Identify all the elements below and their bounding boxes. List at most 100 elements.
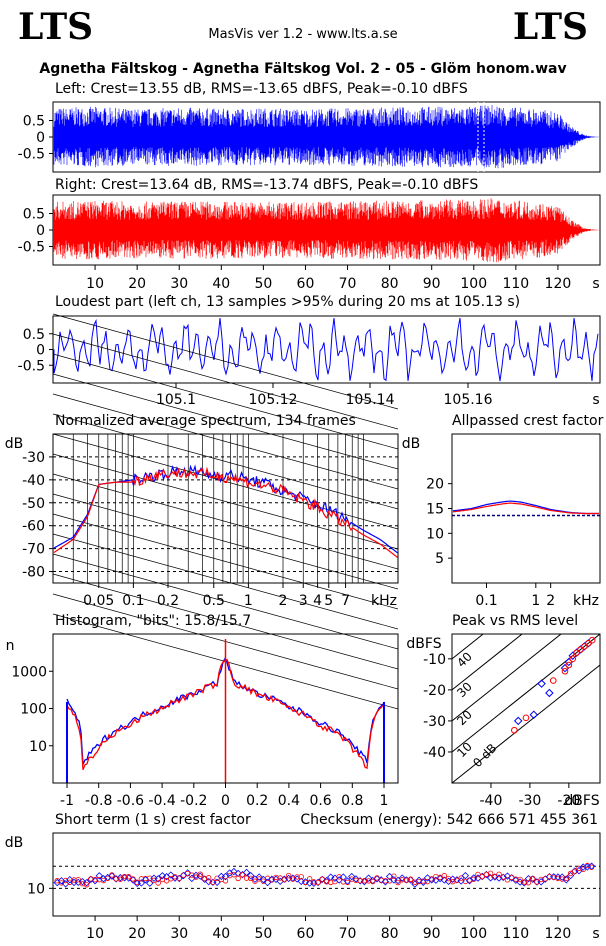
shortcrest-point-right: [239, 872, 246, 878]
spectrum-slope-line: [52, 473, 399, 570]
shortcrest-point-left: [129, 876, 137, 884]
histogram-title: Histogram, "bits": 15.8/15.7: [55, 613, 252, 629]
allpass-xlabel: 0.1: [475, 593, 497, 609]
shortcrest-point-right: [235, 875, 241, 882]
right-ylabel: 0.5: [23, 207, 45, 223]
histogram-xlabel: 0.4: [278, 793, 300, 809]
histogram-xlabel: -0.4: [148, 793, 175, 809]
shortcrest-point-right: [176, 875, 182, 881]
shortcrest-point-right: [487, 870, 494, 877]
shortcrest-point-right: [458, 875, 464, 881]
shortcrest-point-right: [83, 882, 90, 888]
left-ylabel: -0.5: [18, 147, 45, 163]
shortcrest-point-right: [567, 870, 574, 877]
shortcrest-point-left: [213, 878, 221, 886]
peakrms-xlabel: -20: [557, 793, 580, 809]
shortcrest-point-left: [562, 876, 571, 884]
spectrum-xlabel: 0.5: [203, 593, 225, 609]
time-xlabel: 80: [381, 276, 399, 292]
peakrms-point-right: [569, 655, 577, 663]
shortcrest-point-right: [210, 879, 216, 885]
allpass-title: Allpassed crest factor: [452, 413, 604, 429]
time-xlabel: 70: [339, 276, 357, 292]
left-channel-title: Left: Crest=13.55 dB, RMS=-13.65 dBFS, P…: [55, 81, 468, 97]
left-waveform: [53, 105, 600, 169]
allpass-series-left: [452, 500, 599, 515]
shortcrest-point-left: [57, 877, 66, 885]
spectrum-slope-line: [52, 533, 399, 630]
shortcrest-point-right: [517, 876, 523, 883]
shortcrest-xlabel: 120: [545, 926, 572, 942]
spectrum-xlabel: 5: [324, 593, 333, 609]
spectrum-slope-line: [52, 573, 399, 670]
histogram-xlabel: 1: [380, 793, 389, 809]
shortcrest-point-left: [154, 875, 162, 883]
spectrum-slope-line: [52, 453, 399, 550]
right-waveform: [53, 198, 600, 263]
shortcrest-point-left: [554, 873, 562, 881]
shortcrest-point-left: [171, 874, 179, 882]
spectrum-xlabel: 2: [279, 593, 288, 609]
peakrms-ylabel: -40: [423, 745, 446, 761]
shortcrest-point-right: [534, 879, 540, 885]
peakrms-point-left: [545, 688, 554, 698]
shortcrest-point-right: [104, 875, 111, 881]
peakrms-ylabel: -20: [423, 683, 446, 699]
shortcrest-point-right: [130, 876, 136, 882]
shortcrest-point-right: [454, 877, 460, 884]
spectrum-xlabel: 0.05: [83, 593, 114, 609]
allpass-ylabel: 5: [435, 551, 444, 567]
right-channel-title: Right: Crest=13.64 dB, RMS=-13.74 dBFS, …: [55, 177, 479, 193]
shortcrest-point-left: [381, 878, 390, 886]
spectrum-ylabel: -50: [22, 496, 45, 512]
shortcrest-point-left: [411, 880, 419, 888]
shortcrest-xlabel: 60: [297, 926, 315, 942]
shortcrest-point-right: [269, 877, 275, 883]
shortcrest-point-right: [290, 876, 296, 882]
shortcrest-xlabel: 30: [170, 926, 188, 942]
shortcrest-point-left: [360, 877, 369, 886]
shortcrest-point-left: [406, 876, 415, 884]
spectrum-slope-line: [52, 393, 399, 490]
peakrms-diag-label: 40: [454, 649, 475, 670]
shortcrest-point-right: [336, 874, 342, 880]
shortcrest-ylabel: 10: [27, 881, 45, 897]
left-ylabel: 0.5: [23, 114, 45, 130]
peakrms-frame: [451, 633, 601, 784]
shortcrest-point-right: [391, 873, 397, 879]
time-xunit: s: [592, 276, 599, 292]
shortcrest-point-left: [242, 868, 251, 877]
shortcrest-xlabel: 10: [86, 926, 104, 942]
peakrms-point-right: [588, 636, 596, 644]
left-ylabel: 0: [36, 130, 45, 146]
peakrms-diag-label: 10: [454, 739, 475, 760]
spectrum-series-right: [53, 466, 398, 558]
shortcrest-point-left: [537, 878, 545, 886]
allpass-xlabel: 1: [531, 593, 540, 609]
peakrms-yunit: dBFS: [406, 636, 441, 652]
logo-right: LTS: [512, 6, 588, 48]
histogram-ylabel: 10: [29, 739, 47, 755]
shortcrest-point-right: [100, 877, 107, 884]
shortcrest-point-right: [197, 871, 203, 877]
loudest-xlabel: 105.1: [156, 392, 196, 408]
shortcrest-xlabel: 90: [423, 926, 441, 942]
shortcrest-point-right: [542, 876, 548, 882]
loudest-xlabel: 105.16: [444, 392, 493, 408]
shortcrest-xlabel: 20: [128, 926, 146, 942]
allpass-yunit: dB: [402, 436, 421, 452]
peakrms-diag-label: 20: [454, 707, 475, 728]
peakrms-xlabel: -40: [480, 793, 503, 809]
time-xlabel: 90: [423, 276, 441, 292]
shortcrest-point-right: [580, 866, 586, 873]
time-xlabel: 40: [212, 276, 230, 292]
shortcrest-yunit: dB: [5, 835, 24, 851]
shortcrest-point-left: [196, 872, 204, 880]
shortcrest-point-right: [126, 874, 132, 880]
loudest-xunit: s: [592, 392, 599, 408]
shortcrest-point-left: [70, 878, 78, 887]
shortcrest-point-left: [461, 871, 470, 880]
spectrum-slope-line: [52, 373, 399, 470]
shortcrest-point-right: [374, 875, 380, 881]
